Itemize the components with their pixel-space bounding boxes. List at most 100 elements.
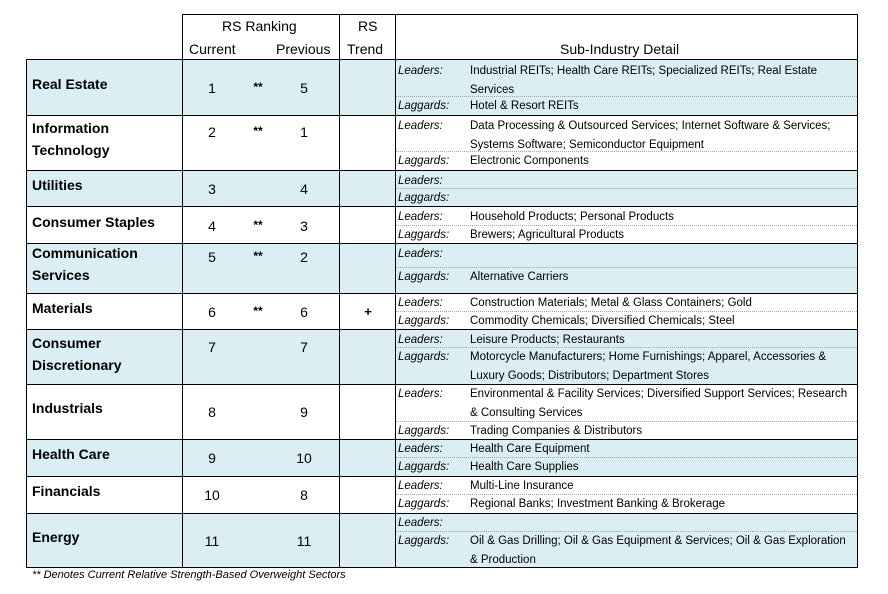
footnote: ** Denotes Current Relative Strength-Bas… bbox=[32, 569, 346, 581]
laggards-label: Laggards: bbox=[398, 351, 450, 363]
leaders-label: Leaders: bbox=[398, 297, 443, 309]
leaders-label: Leaders: bbox=[398, 248, 443, 260]
sector-name: Consumer Staples bbox=[32, 214, 155, 230]
overweight-stars: ** bbox=[253, 304, 263, 318]
current-rank: 7 bbox=[208, 339, 216, 355]
laggards-label: Laggards: bbox=[398, 498, 450, 510]
previous-rank: 10 bbox=[296, 450, 312, 466]
table-row: Consumer Staples 4 ** 3 Leaders: Household Pr… bbox=[26, 206, 858, 243]
rs-trend: + bbox=[364, 304, 372, 319]
sector-name: Consumer Discretionary bbox=[32, 335, 122, 373]
previous-rank: 3 bbox=[300, 218, 308, 234]
previous-rank: 6 bbox=[300, 304, 308, 320]
laggards-detail: Oil & Gas Drilling; Oil & Gas Equipment … bbox=[470, 535, 846, 566]
laggards-detail: Commodity Chemicals; Diversified Chemica… bbox=[470, 315, 735, 327]
detail-dotted-separator bbox=[396, 225, 857, 226]
table-row: Information Technology 2 ** 1 Leaders: Data P… bbox=[26, 115, 858, 170]
leaders-label: Leaders: bbox=[398, 211, 443, 223]
laggards-label: Laggards: bbox=[398, 155, 450, 167]
header-rs: RS bbox=[358, 18, 378, 34]
header-trend: Trend bbox=[347, 41, 384, 57]
row-separator bbox=[26, 384, 858, 385]
laggards-label: Laggards: bbox=[398, 100, 450, 112]
leaders-label: Leaders: bbox=[398, 443, 443, 455]
sector-name: Information Technology bbox=[32, 120, 110, 158]
laggards-label: Laggards: bbox=[398, 271, 450, 283]
laggards-detail: Hotel & Resort REITs bbox=[470, 100, 579, 112]
header-bottom-border bbox=[26, 59, 858, 60]
previous-rank: 8 bbox=[300, 487, 308, 503]
detail-dotted-separator bbox=[396, 188, 857, 189]
laggards-label: Laggards: bbox=[398, 229, 450, 241]
row-separator bbox=[26, 293, 858, 294]
laggards-detail: Alternative Carriers bbox=[470, 271, 569, 283]
laggards-detail: Motorcycle Manufacturers; Home Furnishin… bbox=[470, 351, 827, 382]
current-rank: 9 bbox=[208, 450, 216, 466]
row-separator bbox=[26, 243, 858, 244]
table-row: Consumer Discretionary 7 7 Leaders: Leisure … bbox=[26, 329, 858, 384]
sector-name: Industrials bbox=[32, 400, 103, 416]
header-top-border bbox=[182, 14, 858, 15]
overweight-stars: ** bbox=[253, 218, 263, 232]
leaders-label: Leaders: bbox=[398, 334, 443, 346]
row-separator bbox=[26, 513, 858, 514]
sector-name: Communication Services bbox=[32, 245, 138, 283]
current-rank: 10 bbox=[204, 487, 220, 503]
col-border-previous bbox=[339, 14, 340, 567]
table-row: Industrials 8 9 Leaders: Environmental & Fac… bbox=[26, 384, 858, 439]
table-row: Real Estate 1 ** 5 Leaders: Industrial REITs;… bbox=[26, 60, 858, 115]
current-rank: 8 bbox=[208, 404, 216, 420]
laggards-detail: Health Care Supplies bbox=[470, 461, 579, 473]
table-row: Financials 10 8 Leaders: Multi-Line Insuranc… bbox=[26, 476, 858, 513]
sector-name: Financials bbox=[32, 483, 101, 499]
row-separator bbox=[26, 476, 858, 477]
leaders-label: Leaders: bbox=[398, 480, 443, 492]
leaders-detail: Multi-Line Insurance bbox=[470, 480, 574, 492]
previous-rank: 2 bbox=[300, 249, 308, 265]
detail-dotted-separator bbox=[396, 457, 857, 458]
laggards-label: Laggards: bbox=[398, 461, 450, 473]
laggards-label: Laggards: bbox=[398, 425, 450, 437]
current-rank: 1 bbox=[208, 80, 216, 96]
detail-dotted-separator bbox=[396, 494, 857, 495]
laggards-detail: Brewers; Agricultural Products bbox=[470, 229, 625, 241]
detail-dotted-separator bbox=[396, 421, 857, 422]
leaders-detail: Leisure Products; Restaurants bbox=[470, 334, 625, 346]
leaders-detail: Environmental & Facility Services; Diver… bbox=[470, 388, 848, 419]
laggards-label: Laggards: bbox=[398, 315, 450, 327]
leaders-detail: Construction Materials; Metal & Glass Co… bbox=[470, 297, 752, 309]
header-rs-ranking: RS Ranking bbox=[222, 18, 297, 34]
sector-name: Real Estate bbox=[32, 76, 108, 92]
previous-rank: 1 bbox=[300, 124, 308, 140]
overweight-stars: ** bbox=[253, 124, 263, 138]
previous-rank: 11 bbox=[296, 533, 312, 549]
col-border-right bbox=[857, 14, 858, 567]
detail-dotted-separator bbox=[396, 151, 857, 152]
previous-rank: 9 bbox=[300, 404, 308, 420]
row-separator bbox=[26, 206, 858, 207]
table-row: Communication Services 5 ** 2 Leaders: Laggar… bbox=[26, 243, 858, 293]
leaders-detail: Household Products; Personal Products bbox=[470, 211, 674, 223]
col-border-left bbox=[26, 59, 27, 567]
table-row: Energy 11 11 Leaders: Laggards: Oil & Gas Dri… bbox=[26, 513, 858, 567]
leaders-detail: Health Care Equipment bbox=[470, 443, 590, 455]
laggards-label: Laggards: bbox=[398, 192, 450, 204]
leaders-label: Leaders: bbox=[398, 65, 443, 77]
row-separator bbox=[26, 170, 858, 171]
sector-name: Utilities bbox=[32, 177, 83, 193]
previous-rank: 7 bbox=[300, 339, 308, 355]
leaders-label: Leaders: bbox=[398, 388, 443, 400]
row-separator bbox=[26, 329, 858, 330]
col-border-trend bbox=[395, 14, 396, 567]
current-rank: 11 bbox=[204, 533, 220, 549]
leaders-label: Leaders: bbox=[398, 517, 443, 529]
header-current: Current bbox=[189, 41, 236, 57]
detail-dotted-separator bbox=[396, 311, 857, 312]
row-separator bbox=[26, 439, 858, 440]
row-separator bbox=[26, 115, 858, 116]
col-border-sector bbox=[182, 14, 183, 567]
current-rank: 3 bbox=[208, 181, 216, 197]
leaders-label: Leaders: bbox=[398, 120, 443, 132]
detail-dotted-separator bbox=[396, 347, 857, 348]
